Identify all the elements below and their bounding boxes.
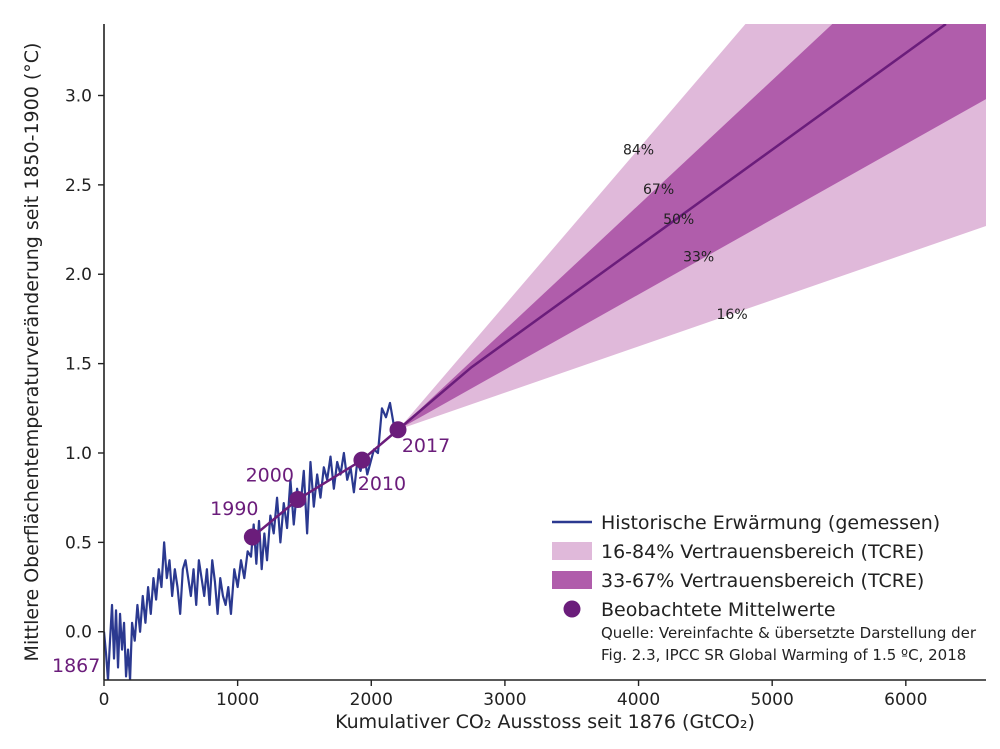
band-33-67 (398, 24, 986, 430)
legend: Historische Erwärmung (gemessen) 16-84% V… (552, 512, 940, 621)
y-tick-label: 0.5 (65, 533, 92, 553)
band-percent-label: 67% (643, 182, 674, 198)
y-tick-label: 1.5 (65, 355, 92, 375)
x-tick-label: 5000 (751, 690, 794, 710)
start-year-label: 1867 (52, 655, 100, 677)
source-note: Quelle: Vereinfachte & übersetzte Darste… (601, 624, 977, 664)
source-line: Quelle: Vereinfachte & übersetzte Darste… (601, 624, 977, 642)
x-tick-label: 6000 (884, 690, 927, 710)
y-axis-ticks: 0.0 0.5 1.0 1.5 2.0 2.5 3.0 (65, 86, 104, 643)
band-percent-label: 50% (663, 212, 694, 228)
x-axis-title: Kumulativer CO₂ Ausstoss seit 1876 (GtCO… (335, 711, 755, 733)
band-percent-labels: 84% 67% 50% 33% 16% (623, 142, 748, 322)
observed-point-label: 2017 (402, 435, 450, 457)
y-tick-label: 0.0 (65, 623, 92, 643)
median-line (251, 24, 947, 538)
observed-means-series: 1990 2000 2010 2017 (210, 421, 450, 546)
source-line: Fig. 2.3, IPCC SR Global Warming of 1.5 … (601, 646, 966, 664)
observed-point-label: 1990 (210, 498, 258, 520)
y-tick-label: 3.0 (65, 86, 92, 106)
y-tick-label: 2.5 (65, 176, 92, 196)
band-percent-label: 33% (683, 250, 714, 266)
axes (103, 24, 986, 681)
x-tick-label: 4000 (617, 690, 660, 710)
legend-item-label: 33-67% Vertrauensbereich (TCRE) (601, 570, 924, 592)
legend-item-label: Beobachtete Mittelwerte (601, 599, 836, 621)
observed-point-label: 2000 (246, 464, 294, 486)
historical-warming-line (104, 401, 399, 680)
band-percent-label: 84% (623, 142, 654, 158)
x-axis-ticks: 0 1000 2000 3000 4000 5000 6000 (99, 680, 927, 710)
y-axis-title: Mittlere Oberflächentemperaturveränderun… (21, 43, 43, 662)
legend-item-label: Historische Erwärmung (gemessen) (601, 512, 940, 534)
y-tick-label: 1.0 (65, 444, 92, 464)
observed-point (389, 421, 407, 439)
confidence-bands (398, 24, 986, 430)
observed-point (289, 490, 307, 508)
legend-item-label: 16-84% Vertrauensbereich (TCRE) (601, 541, 924, 563)
observed-point (243, 528, 261, 546)
median-series (251, 24, 947, 538)
legend-swatch-band (552, 542, 592, 560)
band-percent-label: 16% (717, 307, 748, 323)
x-tick-label: 1000 (216, 690, 259, 710)
x-tick-label: 0 (99, 690, 110, 710)
historical-warming-series (104, 401, 399, 680)
x-tick-label: 3000 (483, 690, 526, 710)
legend-swatch-dot (563, 600, 581, 618)
y-tick-label: 2.0 (65, 265, 92, 285)
observed-point (353, 451, 371, 469)
x-tick-label: 2000 (350, 690, 393, 710)
legend-swatch-band (552, 571, 592, 589)
observed-point-label: 2010 (358, 473, 406, 495)
